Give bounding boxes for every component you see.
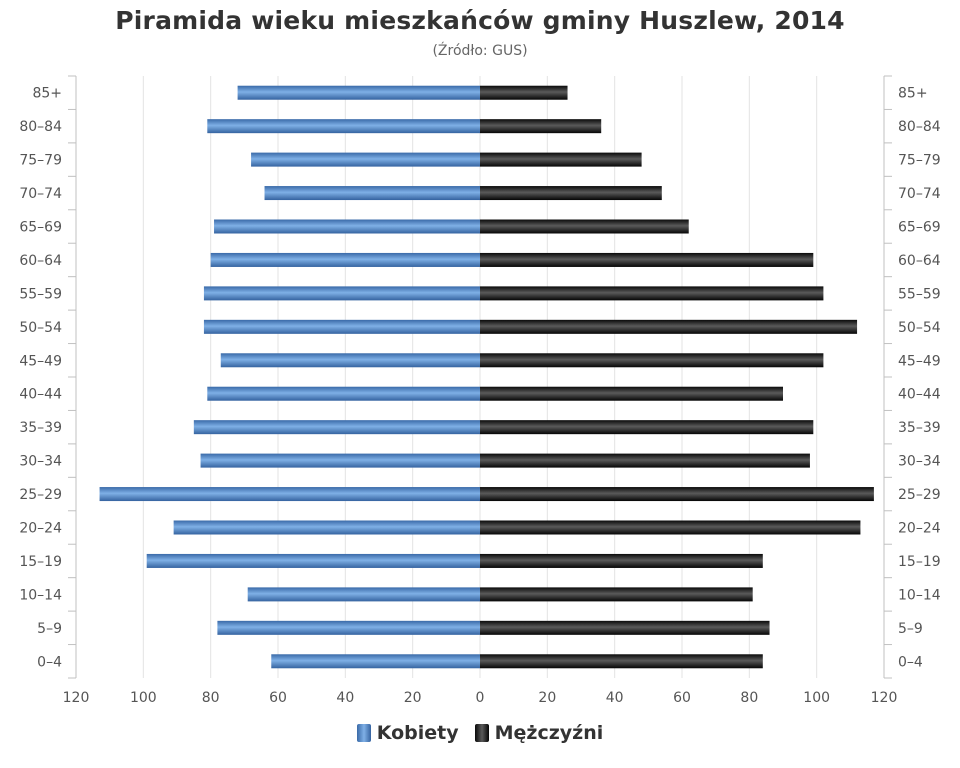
chart-subtitle: (Źródło: GUS) [432,43,528,59]
y-label-right: 35–39 [898,420,941,436]
bar-mezczyzni[interactable] [480,186,662,201]
x-tick-label: 20 [538,690,556,706]
bar-kobiety[interactable] [214,219,481,234]
bar-kobiety[interactable] [271,654,480,669]
bar-kobiety[interactable] [146,553,480,568]
bar-mezczyzni[interactable] [480,587,753,602]
x-tick-label: 80 [740,690,758,706]
y-label-right: 80–84 [898,119,941,135]
bar-kobiety[interactable] [207,119,481,134]
bar-mezczyzni[interactable] [480,620,770,635]
y-label-left: 35–39 [19,420,62,436]
bar-kobiety[interactable] [203,319,480,334]
pyramid-chart: 120 100 80 60 40 20 0 20 40 60 80 100 120 85+ 85+ 80–84… [19,75,941,706]
y-label-left: 55–59 [19,286,62,302]
y-label-left: 80–84 [19,119,62,135]
y-label-left: 25–29 [19,487,62,503]
bar-kobiety[interactable] [251,152,480,167]
x-tick-label: 40 [606,690,624,706]
y-label-right: 5–9 [898,621,923,637]
tick-labels: 120 100 80 60 40 20 0 20 40 60 80 100 120 85+ 85+ 80–84… [19,86,940,706]
bar-mezczyzni[interactable] [480,353,824,368]
y-label-left: 75–79 [19,153,62,169]
bar-kobiety[interactable] [200,453,481,468]
x-tick-label: 120 [871,690,898,706]
y-label-left: 45–49 [19,353,62,369]
bar-mezczyzni[interactable] [480,487,874,502]
y-label-right: 15–19 [898,554,941,570]
bar-kobiety[interactable] [264,186,480,201]
y-label-right: 0–4 [898,654,923,670]
y-label-left: 30–34 [19,454,62,470]
y-label-left: 40–44 [19,387,62,403]
chart-title: Piramida wieku mieszkańców gminy Huszlew… [115,6,845,35]
y-label-left: 65–69 [19,220,62,236]
y-label-left: 50–54 [19,320,62,336]
y-label-right: 20–24 [898,521,941,537]
bar-kobiety[interactable] [99,487,481,502]
bar-kobiety[interactable] [237,85,480,100]
x-tick-label: 40 [336,690,354,706]
axes [68,75,892,679]
bar-mezczyzni[interactable] [480,386,783,401]
bar-mezczyzni[interactable] [480,252,814,267]
y-label-left: 5–9 [37,621,62,637]
y-label-right: 70–74 [898,186,941,202]
bar-kobiety[interactable] [173,520,480,535]
bars [99,85,874,669]
y-label-left: 85+ [32,86,62,102]
y-label-left: 60–64 [19,253,62,269]
x-tick-label: 60 [269,690,287,706]
y-label-left: 70–74 [19,186,62,202]
y-label-left: 15–19 [19,554,62,570]
legend-swatch-mezczyzni [474,724,489,742]
y-label-left: 10–14 [19,587,62,603]
y-label-right: 25–29 [898,487,941,503]
y-label-right: 45–49 [898,353,941,369]
bar-kobiety[interactable] [220,353,480,368]
x-tick-label: 0 [476,690,485,706]
bar-mezczyzni[interactable] [480,85,568,100]
y-label-left: 0–4 [37,654,62,670]
bar-mezczyzni[interactable] [480,520,861,535]
bar-kobiety[interactable] [210,252,480,267]
bar-mezczyzni[interactable] [480,219,689,234]
y-label-right: 85+ [898,86,928,102]
y-label-right: 75–79 [898,153,941,169]
legend-label-kobiety: Kobiety [376,722,459,744]
y-label-right: 40–44 [898,387,941,403]
x-tick-label: 80 [202,690,220,706]
bar-kobiety[interactable] [217,620,480,635]
bar-mezczyzni[interactable] [480,152,642,167]
legend-item-mezczyzni[interactable]: Mężczyźni [474,722,604,744]
y-label-right: 30–34 [898,454,941,470]
bar-kobiety[interactable] [247,587,480,602]
y-label-right: 60–64 [898,253,941,269]
x-tick-label: 60 [673,690,691,706]
bar-kobiety[interactable] [193,420,481,435]
bar-mezczyzni[interactable] [480,119,602,134]
bar-mezczyzni[interactable] [480,553,763,568]
bar-mezczyzni[interactable] [480,286,824,301]
y-label-left: 20–24 [19,521,62,537]
bar-kobiety[interactable] [203,286,480,301]
legend-item-kobiety[interactable]: Kobiety [356,722,459,744]
bar-kobiety[interactable] [207,386,481,401]
bar-mezczyzni[interactable] [480,319,858,334]
y-label-right: 50–54 [898,320,941,336]
x-tick-label: 120 [63,690,90,706]
x-tick-label: 100 [130,690,157,706]
x-tick-label: 100 [803,690,830,706]
x-tick-label: 20 [404,690,422,706]
y-label-right: 10–14 [898,587,941,603]
bar-mezczyzni[interactable] [480,654,763,669]
bar-mezczyzni[interactable] [480,453,810,468]
y-label-right: 55–59 [898,286,941,302]
legend-swatch-kobiety [356,724,371,742]
legend: Kobiety Mężczyźni [0,722,960,744]
bar-mezczyzni[interactable] [480,420,814,435]
legend-label-mezczyzni: Mężczyźni [494,722,604,744]
y-label-right: 65–69 [898,220,941,236]
